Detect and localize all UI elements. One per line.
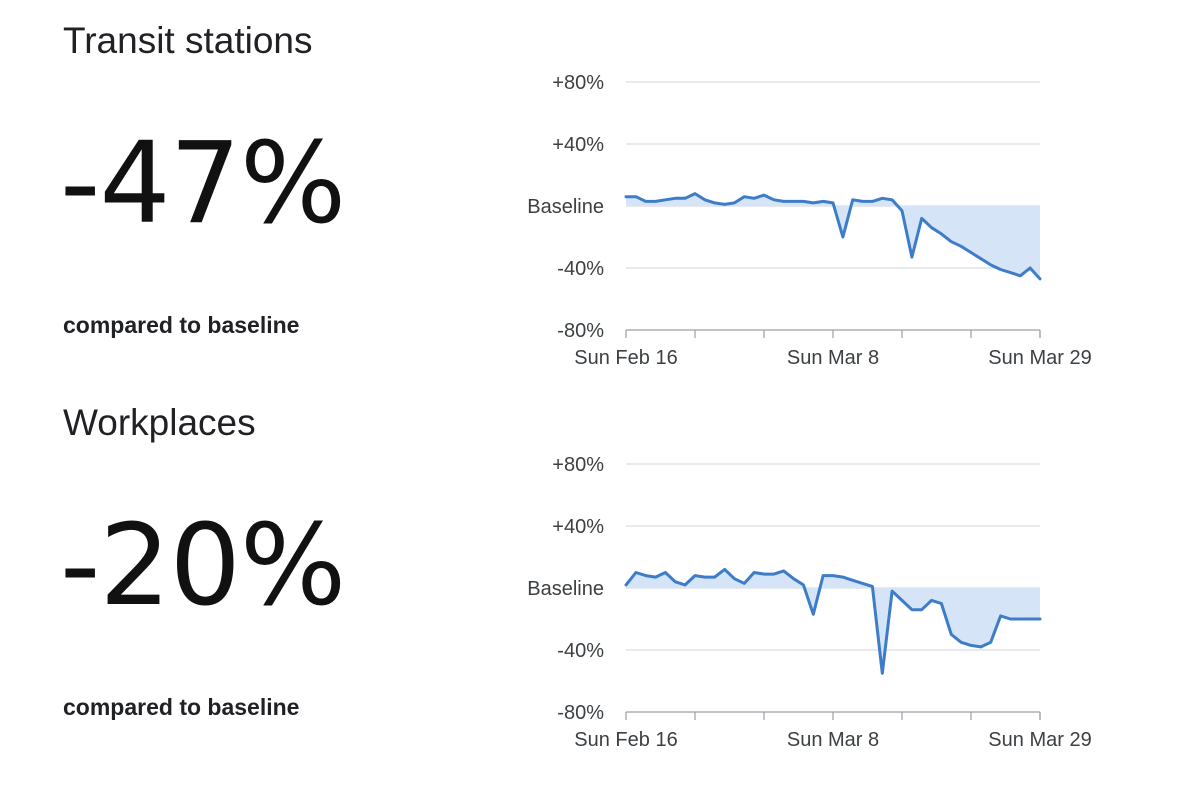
headline-value: -20% bbox=[60, 501, 346, 631]
baseline-deviation-area bbox=[626, 193, 1040, 279]
series-line bbox=[624, 567, 1042, 675]
x-tick-label: Sun Feb 16 bbox=[574, 347, 677, 369]
workplaces-chart: +80% +40% Baseline -40% -80% Sun Feb 16 Sun Ma… bbox=[527, 454, 1091, 751]
y-tick-label: +40% bbox=[552, 516, 604, 538]
workplaces-panel: Workplaces -20% compared to baseline +80… bbox=[0, 382, 1200, 762]
x-tick-label: Sun Mar 8 bbox=[787, 347, 879, 369]
baseline-deviation-area bbox=[626, 569, 1040, 674]
y-tick-label: +80% bbox=[552, 454, 604, 476]
y-tick-label: Baseline bbox=[527, 196, 604, 218]
caption: compared to baseline bbox=[63, 312, 300, 338]
transit-stations-panel: Transit stations -47% compared to baseli… bbox=[0, 0, 1200, 380]
y-tick-label: -80% bbox=[557, 320, 604, 342]
transit-stations-chart: +80% +40% Baseline -40% -80% Sun Feb 16 Sun Ma… bbox=[527, 72, 1091, 369]
x-tick-label: Sun Mar 29 bbox=[988, 347, 1091, 369]
x-tick-label: Sun Mar 8 bbox=[787, 729, 879, 751]
headline-value: -47% bbox=[60, 119, 346, 249]
panel-title: Workplaces bbox=[63, 402, 256, 443]
y-tick-label: -80% bbox=[557, 702, 604, 724]
y-tick-label: -40% bbox=[557, 258, 604, 280]
caption: compared to baseline bbox=[63, 694, 300, 720]
x-tick-label: Sun Mar 29 bbox=[988, 729, 1091, 751]
series-line bbox=[624, 192, 1042, 281]
y-tick-label: -40% bbox=[557, 640, 604, 662]
y-tick-label: Baseline bbox=[527, 578, 604, 600]
x-tick-label: Sun Feb 16 bbox=[574, 729, 677, 751]
y-tick-label: +40% bbox=[552, 134, 604, 156]
panel-title: Transit stations bbox=[63, 20, 313, 61]
y-tick-label: +80% bbox=[552, 72, 604, 94]
